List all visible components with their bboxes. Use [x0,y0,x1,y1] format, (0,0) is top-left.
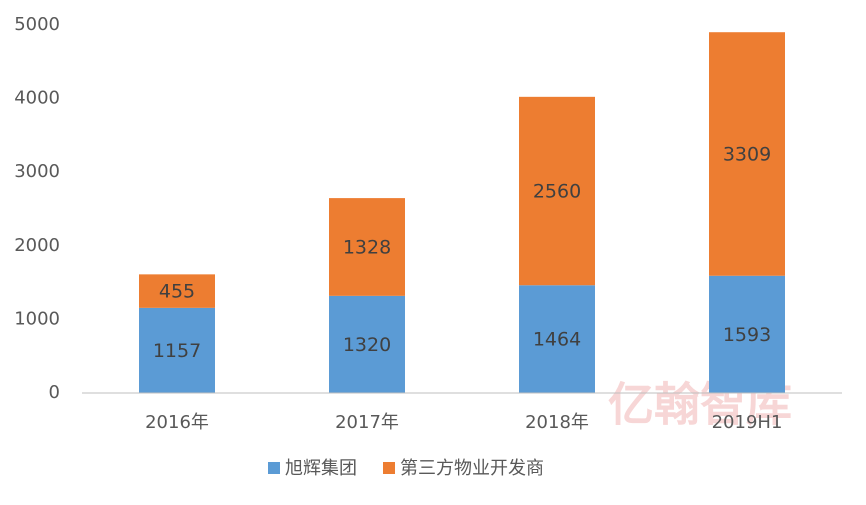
x-tick-label: 2018年 [525,412,589,433]
bar-segment [329,198,405,296]
value-label: 1593 [723,324,771,346]
value-label: 1157 [153,340,201,362]
bar-segment [519,96,595,286]
bar-segment [139,307,215,393]
bar-segment [139,274,215,308]
x-tick-label: 2016年 [145,412,209,433]
y-tick-label: 4000 [14,88,60,109]
value-label: 3309 [723,143,771,165]
bar-segment [519,285,595,393]
value-label: 1320 [343,334,391,356]
legend-swatch [268,462,280,474]
y-tick-label: 5000 [14,14,60,35]
x-tick-label: 2019H1 [712,412,783,433]
legend-swatch [383,462,395,474]
y-tick-label: 1000 [14,308,60,329]
y-tick-label: 0 [49,382,60,403]
value-label: 2560 [533,181,581,203]
y-tick-label: 3000 [14,161,60,182]
legend-label: 旭辉集团 [285,458,357,479]
x-tick-label: 2017年 [335,412,399,433]
value-label: 1464 [533,329,581,351]
bar-segment [709,275,785,393]
value-label: 1328 [343,236,391,258]
legend-label: 第三方物业开发商 [400,458,544,479]
y-tick-label: 2000 [14,235,60,256]
value-label: 455 [159,281,195,303]
bar-segment [709,32,785,276]
bar-segment [329,295,405,393]
